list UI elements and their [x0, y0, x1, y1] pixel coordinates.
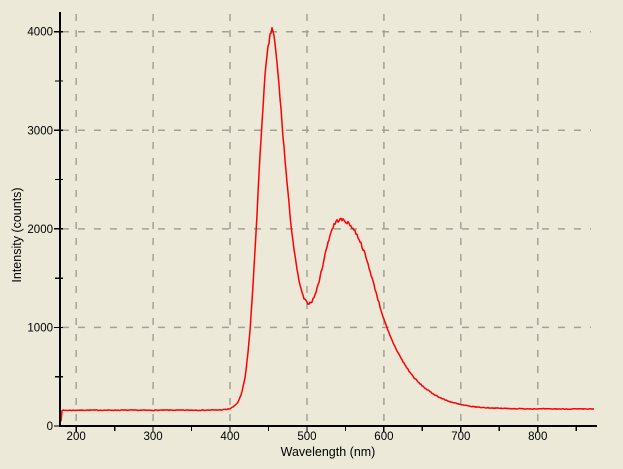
x-tick-label: 600 [374, 431, 393, 443]
y-tick-label: 4000 [27, 27, 53, 39]
tick-labels: 200 300 400 500 600 700 800 0 1000 2000 3000 4000 [27, 27, 547, 443]
x-tick-label: 200 [67, 431, 86, 443]
spectrum-line [60, 27, 594, 422]
x-tick-label: 800 [528, 431, 547, 443]
axes [59, 12, 597, 427]
x-axis-title: Wavelength (nm) [281, 445, 376, 459]
axis-ticks [54, 31, 577, 432]
y-tick-label: 2000 [27, 224, 53, 236]
y-axis-title: Intensity (counts) [10, 187, 24, 282]
x-tick-label: 300 [143, 431, 162, 443]
x-tick-label: 400 [220, 431, 239, 443]
y-tick-label: 0 [47, 421, 53, 433]
y-tick-label: 3000 [27, 125, 53, 137]
x-tick-label: 500 [297, 431, 316, 443]
x-tick-label: 700 [451, 431, 470, 443]
spectrum-trace [60, 27, 594, 422]
gridlines [62, 14, 591, 424]
y-tick-label: 1000 [27, 322, 53, 334]
